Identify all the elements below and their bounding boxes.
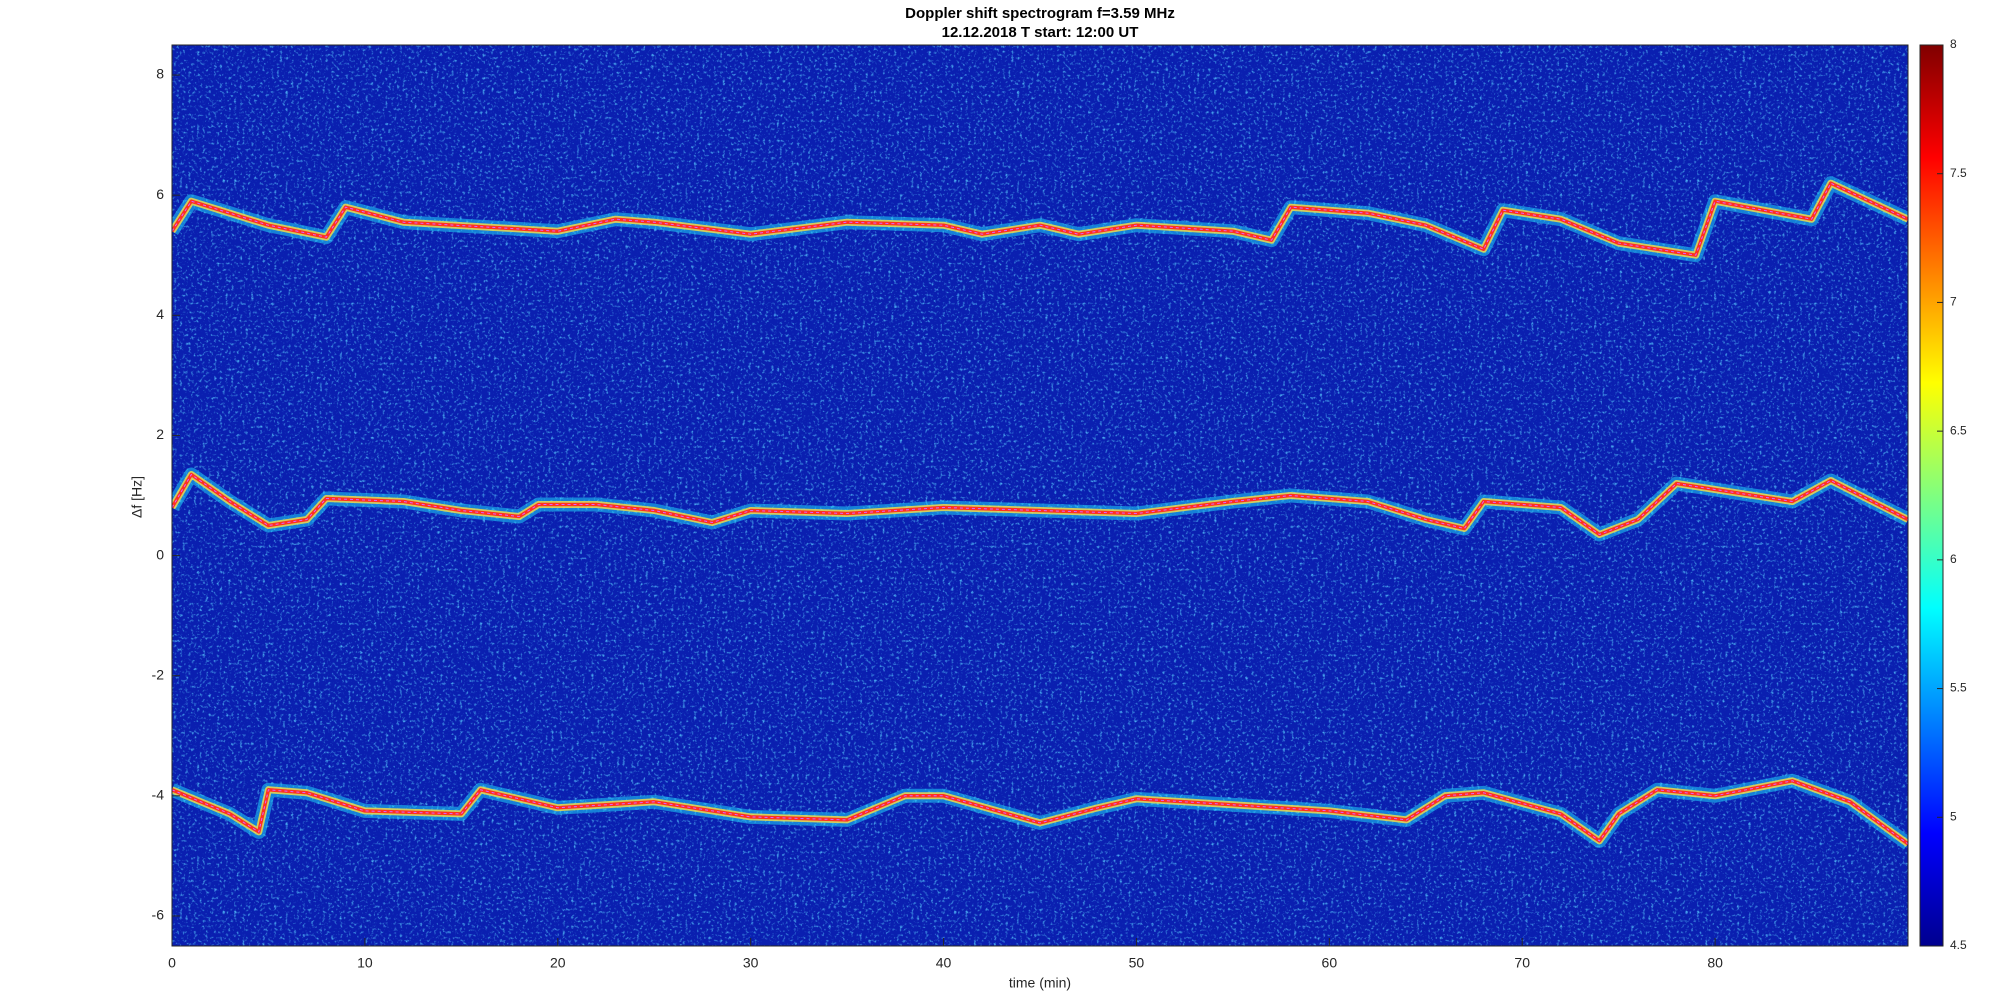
y-tick-label: -6: [152, 907, 165, 923]
colorbar-tick-label: 8: [1950, 37, 1957, 51]
y-tick-label: 0: [156, 546, 164, 562]
trace-center: [172, 473, 1908, 536]
x-tick-label: 50: [1129, 955, 1145, 971]
x-tick-label: 20: [550, 955, 566, 971]
trace-center: [172, 780, 1908, 845]
x-tick-label: 80: [1707, 955, 1723, 971]
y-axis-label: Δf [Hz]: [129, 476, 145, 518]
x-tick-label: 70: [1514, 955, 1530, 971]
y-tick-label: 2: [156, 426, 164, 442]
colorbar-tick-label: 5.5: [1950, 681, 1967, 695]
x-tick-label: 40: [936, 955, 952, 971]
y-tick-label: -4: [152, 787, 165, 803]
chart-subtitle: 12.12.2018 T start: 12:00 UT: [942, 24, 1139, 41]
y-tick-label: 4: [156, 306, 164, 322]
colorbar-tick-label: 5: [1950, 809, 1957, 823]
y-tick-label: 8: [156, 66, 164, 82]
x-tick-label: 10: [357, 955, 373, 971]
colorbar-tick-label: 6: [1950, 552, 1957, 566]
traces: [172, 176, 1908, 850]
x-tick-label: 0: [168, 955, 176, 971]
noise: [172, 45, 1908, 946]
y-tick-label: -2: [152, 666, 165, 682]
plot-frame: [171, 44, 1909, 947]
x-axis-label: time (min): [1009, 975, 1071, 991]
chart-title: Doppler shift spectrogram f=3.59 MHz: [905, 5, 1175, 22]
y-tick-label: 6: [156, 186, 164, 202]
trace-center: [172, 182, 1908, 256]
colorbar-tick-label: 7.5: [1950, 166, 1967, 180]
x-tick-label: 60: [1322, 955, 1338, 971]
colorbar-tick-label: 6.5: [1950, 423, 1967, 437]
colorbar-tick-label: 4.5: [1950, 938, 1967, 952]
colorbar: [1919, 44, 1944, 947]
colorbar-tick-label: 7: [1950, 295, 1957, 309]
x-tick-label: 30: [743, 955, 759, 971]
